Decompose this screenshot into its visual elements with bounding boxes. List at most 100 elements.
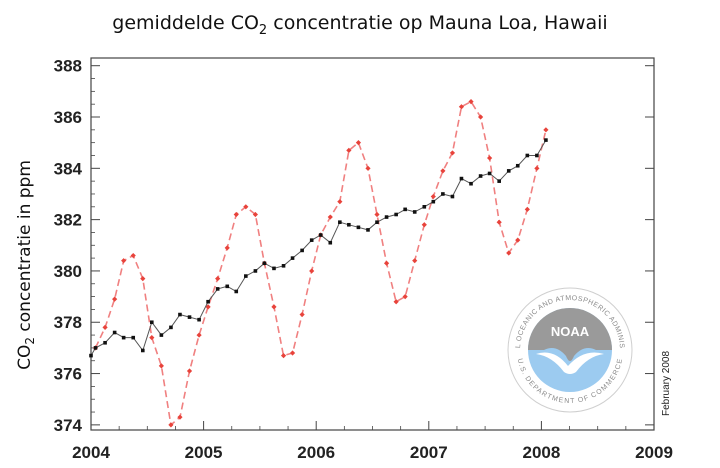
- series-layer: [89, 99, 549, 428]
- y-tick-label: 376: [54, 365, 82, 384]
- annual-point: [338, 220, 342, 224]
- annual-point: [403, 207, 407, 212]
- x-tick-label: 2006: [297, 443, 335, 462]
- monthly-point: [515, 237, 521, 243]
- monthly-point: [393, 299, 399, 305]
- monthly-point: [477, 114, 484, 120]
- monthly-point: [158, 363, 164, 369]
- monthly-point: [327, 214, 333, 220]
- annual-point: [431, 199, 436, 204]
- monthly-point: [168, 422, 174, 428]
- annual-point: [225, 284, 230, 289]
- annual-point: [544, 138, 548, 142]
- monthly-point: [149, 335, 155, 341]
- annual-point: [525, 153, 530, 158]
- annual-point: [412, 210, 417, 214]
- annual-point: [515, 163, 520, 168]
- monthly-point: [468, 99, 474, 105]
- annual-point: [234, 289, 239, 294]
- annual-point: [262, 261, 267, 266]
- annual-point: [441, 192, 445, 196]
- annual-point: [206, 299, 210, 304]
- monthly-point: [412, 258, 418, 264]
- monthly-point: [309, 268, 315, 274]
- annual-point: [384, 215, 389, 219]
- noaa-logo-icon: NATIONAL OCEANIC AND ATMOSPHERIC ADMINIS…: [507, 287, 633, 413]
- logo-name: NOAA: [551, 324, 590, 339]
- monthly-point: [186, 368, 193, 374]
- annual-point: [328, 240, 333, 245]
- monthly-point: [243, 204, 249, 210]
- annual-point: [375, 220, 379, 224]
- annual-point: [140, 348, 145, 353]
- monthly-point: [205, 304, 211, 310]
- monthly-point: [121, 258, 127, 264]
- date-credit: February 2008: [661, 351, 672, 416]
- annual-point: [318, 233, 323, 237]
- monthly-point: [534, 165, 540, 171]
- y-tick-label: 378: [54, 313, 82, 332]
- monthly-point: [430, 193, 436, 200]
- monthly-point: [374, 211, 380, 218]
- annual-point: [422, 205, 427, 209]
- monthly-point: [289, 350, 296, 356]
- y-tick-label: 380: [54, 262, 82, 281]
- x-tick-label: 2004: [72, 443, 110, 462]
- annual-point: [103, 340, 107, 345]
- y-tick-label: 386: [54, 108, 82, 127]
- y-tick-label: 384: [54, 159, 83, 178]
- monthly-point: [383, 260, 390, 266]
- x-tick-label: 2009: [635, 443, 673, 462]
- annual-point: [506, 169, 511, 173]
- monthly-point: [280, 353, 287, 359]
- annual-point: [197, 317, 201, 322]
- annual-point: [159, 333, 164, 337]
- annual-point: [169, 325, 173, 330]
- annual-point: [281, 264, 286, 268]
- annual-point: [450, 194, 455, 199]
- monthly-point: [177, 414, 183, 420]
- monthly-point: [337, 199, 343, 205]
- monthly-point: [140, 276, 146, 282]
- annual-point: [309, 238, 314, 242]
- x-tick-label: 2005: [185, 443, 223, 462]
- annual-point: [290, 256, 295, 260]
- y-tick-label: 388: [54, 57, 82, 76]
- monthly-point: [506, 250, 512, 256]
- monthly-point: [299, 311, 305, 318]
- monthly-point: [252, 211, 258, 218]
- monthly-series-line: [94, 100, 547, 427]
- monthly-point: [543, 127, 549, 133]
- annual-point: [244, 274, 248, 278]
- monthly-point: [449, 150, 456, 156]
- annual-point: [497, 179, 501, 183]
- annual-point: [347, 222, 351, 227]
- annual-point: [459, 176, 464, 181]
- annual-point: [300, 248, 304, 253]
- annual-point: [478, 174, 483, 178]
- monthly-point: [112, 296, 118, 302]
- monthly-point: [355, 140, 362, 146]
- monthly-point: [421, 222, 427, 228]
- annual-point: [131, 335, 136, 340]
- annual-point: [215, 287, 220, 291]
- annual-point: [469, 181, 473, 186]
- monthly-point: [224, 245, 230, 251]
- chart-title: gemiddelde CO2 concentratie op Mauna Loa…: [112, 12, 607, 38]
- annual-point: [394, 212, 398, 217]
- y-tick-label: 374: [54, 416, 83, 435]
- monthly-point: [440, 168, 446, 174]
- annual-point: [253, 269, 258, 273]
- monthly-point: [130, 252, 136, 259]
- annual-point: [89, 353, 93, 358]
- monthly-point: [496, 219, 502, 225]
- annual-point: [272, 266, 276, 271]
- monthly-point: [365, 165, 371, 171]
- monthly-point: [458, 104, 465, 110]
- monthly-point: [524, 206, 530, 212]
- monthly-point: [215, 276, 221, 282]
- axis-ticks: 374 376 378 380 382 384 386 388 2004 2005 2006 2007…: [54, 57, 673, 462]
- annual-point: [487, 171, 492, 176]
- y-tick-label: 382: [54, 211, 82, 230]
